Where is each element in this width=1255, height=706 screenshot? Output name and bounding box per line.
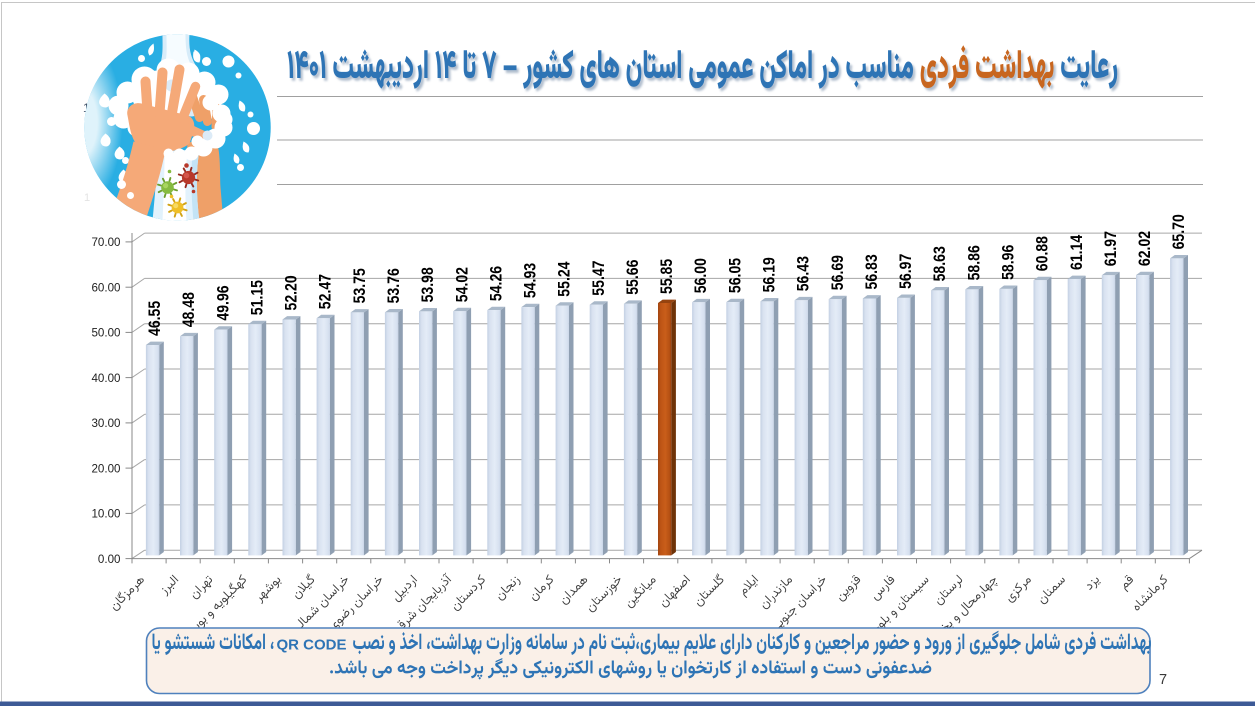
- svg-text:70.00: 70.00: [91, 236, 120, 249]
- svg-text:55.66: 55.66: [624, 260, 642, 295]
- svg-text:49.96: 49.96: [214, 285, 232, 320]
- svg-text:7: 7: [1159, 672, 1167, 688]
- svg-text:1: 1: [84, 192, 90, 204]
- svg-text:30.00: 30.00: [91, 417, 120, 430]
- svg-text:52.47: 52.47: [317, 274, 335, 309]
- svg-text:58.86: 58.86: [965, 245, 983, 280]
- svg-text:20.00: 20.00: [91, 462, 120, 475]
- svg-text:55.47: 55.47: [590, 261, 608, 296]
- svg-text:56.05: 56.05: [726, 258, 744, 293]
- svg-text:56.69: 56.69: [829, 255, 847, 290]
- svg-text:61.14: 61.14: [1068, 234, 1086, 270]
- svg-text:46.55: 46.55: [146, 301, 164, 336]
- svg-text:0.00: 0.00: [98, 553, 121, 566]
- svg-text:56.00: 56.00: [692, 258, 710, 293]
- svg-text:54.26: 54.26: [487, 266, 505, 301]
- svg-text:56.83: 56.83: [863, 254, 881, 289]
- svg-text:58.96: 58.96: [1000, 245, 1018, 280]
- svg-text:53.76: 53.76: [385, 268, 403, 303]
- svg-text:65.70: 65.70: [1170, 214, 1188, 249]
- svg-text:40.00: 40.00: [91, 372, 120, 385]
- svg-text:54.93: 54.93: [522, 263, 540, 298]
- svg-text:54.02: 54.02: [453, 267, 471, 302]
- svg-text:56.19: 56.19: [761, 257, 779, 292]
- svg-text:56.97: 56.97: [897, 254, 915, 289]
- svg-text:10.00: 10.00: [91, 508, 120, 521]
- svg-text:55.24: 55.24: [556, 261, 574, 297]
- svg-text:53.75: 53.75: [351, 268, 369, 303]
- svg-text:QR CODE: QR CODE: [277, 637, 347, 654]
- svg-text:58.63: 58.63: [931, 246, 949, 281]
- svg-text:52.20: 52.20: [283, 275, 301, 310]
- svg-text:60.00: 60.00: [91, 282, 120, 295]
- svg-text:48.48: 48.48: [180, 292, 198, 327]
- svg-text:50.00: 50.00: [91, 327, 120, 340]
- svg-text:56.43: 56.43: [795, 256, 813, 291]
- svg-text:61.97: 61.97: [1102, 231, 1120, 266]
- svg-text:51.15: 51.15: [248, 280, 266, 315]
- svg-text:60.88: 60.88: [1034, 236, 1052, 271]
- svg-text:53.98: 53.98: [419, 267, 437, 302]
- svg-text:62.02: 62.02: [1136, 231, 1154, 266]
- svg-text:55.85: 55.85: [658, 259, 676, 294]
